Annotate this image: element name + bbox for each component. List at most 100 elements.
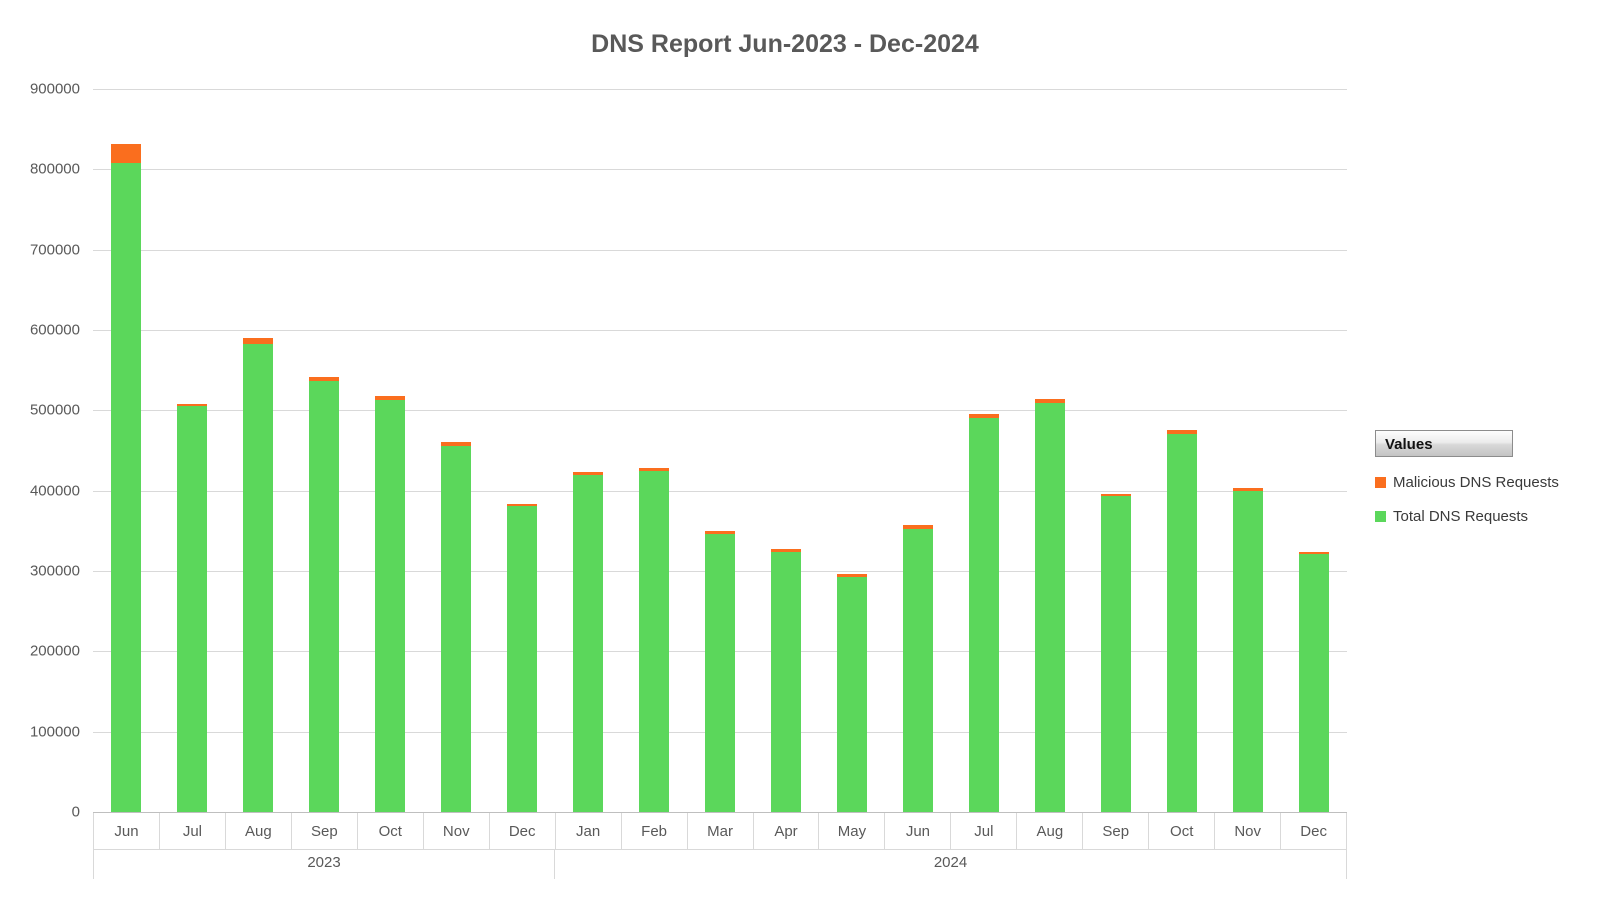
x-tick-nov-2023: Nov [424, 813, 490, 849]
bar-dec-2023[interactable] [507, 503, 537, 812]
legend-item-malicious: Malicious DNS Requests [1375, 474, 1559, 491]
bar-segment-total[interactable] [1299, 554, 1329, 812]
bar-jan-2024[interactable] [573, 472, 603, 812]
bar-segment-total[interactable] [243, 344, 273, 812]
y-tick-800000: 800000 [29, 160, 80, 178]
bar-segment-malicious[interactable] [837, 574, 867, 578]
bar-segment-malicious[interactable] [1101, 493, 1131, 497]
bar-segment-total[interactable] [1167, 434, 1197, 812]
x-tick-dec-2023: Dec [490, 813, 556, 849]
bar-segment-total[interactable] [375, 399, 405, 812]
bar-cell-nov-2023 [423, 89, 489, 812]
bar-oct-2024[interactable] [1167, 429, 1197, 812]
bar-segment-total[interactable] [903, 529, 933, 812]
bar-segment-malicious[interactable] [507, 503, 537, 506]
bar-segment-malicious[interactable] [771, 548, 801, 552]
y-tick-200000: 200000 [29, 642, 80, 660]
x-tick-apr-2024: Apr [754, 813, 820, 849]
bar-segment-total[interactable] [111, 162, 141, 812]
bar-segment-malicious[interactable] [1035, 399, 1065, 404]
bar-segment-total[interactable] [771, 551, 801, 812]
bar-jul-2024[interactable] [969, 414, 999, 812]
bar-may-2024[interactable] [837, 574, 867, 812]
bar-segment-total[interactable] [441, 445, 471, 812]
legend: Values Malicious DNS Requests Total DNS R… [1375, 430, 1559, 525]
bar-feb-2024[interactable] [639, 468, 669, 812]
bar-segment-total[interactable] [1233, 491, 1263, 812]
bar-apr-2024[interactable] [771, 548, 801, 812]
gridline-900000 [93, 89, 1347, 90]
legend-values-field-button[interactable]: Values [1375, 430, 1513, 457]
bar-segment-total[interactable] [705, 534, 735, 812]
bar-aug-2024[interactable] [1035, 399, 1065, 812]
bar-segment-malicious[interactable] [1299, 551, 1329, 555]
bar-segment-malicious[interactable] [177, 403, 207, 407]
x-tick-oct-2023: Oct [358, 813, 424, 849]
bar-segment-total[interactable] [309, 380, 339, 812]
bar-dec-2024[interactable] [1299, 551, 1329, 812]
bar-jul-2023[interactable] [177, 403, 207, 812]
bar-nov-2023[interactable] [441, 442, 471, 812]
bar-jun-2024[interactable] [903, 525, 933, 812]
bar-segment-malicious[interactable] [441, 442, 471, 446]
bar-mar-2024[interactable] [705, 530, 735, 812]
bar-sep-2024[interactable] [1101, 493, 1131, 812]
x-tick-jul-2024: Jul [951, 813, 1018, 849]
y-tick-600000: 600000 [29, 321, 80, 339]
x-axis-months: Jun Jul Aug Sep Oct Nov Dec Jan Feb Mar Apr May Jun J… [93, 813, 1348, 850]
bar-oct-2023[interactable] [375, 395, 405, 812]
x-tick-jan-2024: Jan [556, 813, 622, 849]
year-label-2024: 2024 [555, 849, 1347, 879]
bar-segment-malicious[interactable] [705, 530, 735, 535]
bar-cell-jul-2024 [951, 89, 1017, 812]
gridline-800000 [93, 169, 1347, 171]
bar-segment-malicious[interactable] [903, 525, 933, 530]
year-label-2023: 2023 [93, 849, 555, 879]
y-tick-400000: 400000 [29, 482, 80, 500]
bar-jun-2023[interactable] [111, 143, 141, 812]
bar-segment-total[interactable] [837, 577, 867, 812]
bar-segment-malicious[interactable] [1167, 429, 1197, 435]
x-tick-feb-2024: Feb [622, 813, 688, 849]
bar-segment-malicious[interactable] [969, 414, 999, 419]
bar-cell-aug-2024 [1017, 89, 1083, 812]
gridline-600000 [93, 330, 1347, 331]
legend-swatch-malicious [1375, 477, 1386, 488]
chart-title: DNS Report Jun-2023 - Dec-2024 [591, 30, 979, 58]
bar-segment-malicious[interactable] [1233, 488, 1263, 492]
y-tick-100000: 100000 [29, 723, 80, 741]
bar-cell-apr-2024 [753, 89, 819, 812]
bar-segment-total[interactable] [507, 505, 537, 812]
bar-segment-malicious[interactable] [243, 338, 273, 345]
bar-segment-total[interactable] [639, 470, 669, 812]
bar-segment-total[interactable] [969, 418, 999, 812]
bar-sep-2023[interactable] [309, 377, 339, 812]
x-tick-aug-2024: Aug [1017, 813, 1084, 849]
bar-segment-malicious[interactable] [573, 472, 603, 475]
y-tick-0: 0 [71, 803, 80, 821]
gridline-400000 [93, 490, 1347, 492]
bar-segment-total[interactable] [177, 406, 207, 812]
bar-cell-oct-2024 [1149, 89, 1215, 812]
gridline-500000 [93, 410, 1347, 412]
bar-segment-malicious[interactable] [375, 395, 405, 400]
legend-label-total: Total DNS Requests [1393, 508, 1529, 525]
bar-cell-dec-2024 [1281, 89, 1347, 812]
y-tick-700000: 700000 [29, 241, 80, 259]
bar-segment-malicious[interactable] [309, 377, 339, 381]
x-tick-jul-2023: Jul [160, 813, 226, 849]
x-tick-jun-2023: Jun [93, 813, 160, 849]
plot-area [93, 89, 1347, 813]
bar-nov-2024[interactable] [1233, 488, 1263, 812]
x-tick-sep-2024: Sep [1083, 813, 1150, 849]
bar-segment-total[interactable] [1101, 496, 1131, 812]
bar-aug-2023[interactable] [243, 338, 273, 812]
x-tick-sep-2023: Sep [292, 813, 358, 849]
bar-segment-total[interactable] [573, 474, 603, 812]
bar-segment-malicious[interactable] [639, 468, 669, 471]
bar-cell-jul-2023 [159, 89, 225, 812]
bar-segment-total[interactable] [1035, 403, 1065, 812]
bar-segment-malicious[interactable] [111, 143, 141, 163]
bar-cell-mar-2024 [687, 89, 753, 812]
